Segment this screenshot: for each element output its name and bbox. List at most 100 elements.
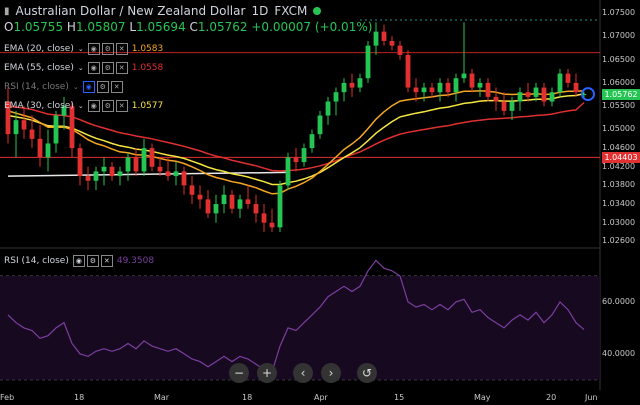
scroll-right-button[interactable]: › bbox=[321, 363, 341, 383]
zoom-in-button[interactable]: + bbox=[257, 363, 277, 383]
candle-body bbox=[373, 31, 379, 46]
candle-body bbox=[69, 106, 75, 149]
candle-body bbox=[493, 96, 499, 102]
price-tick-label: 1.04200 bbox=[602, 161, 636, 171]
settings-icon[interactable]: ⚙ bbox=[101, 100, 114, 112]
candle-body bbox=[5, 101, 11, 135]
symbol-title[interactable]: Australian Dollar / New Zealand Dollar bbox=[15, 4, 246, 18]
candle-body bbox=[557, 73, 563, 93]
candle-body bbox=[325, 101, 331, 116]
price-tick-label: 1.04600 bbox=[602, 143, 636, 153]
settings-icon[interactable]: ⚙ bbox=[96, 81, 109, 93]
candle-body bbox=[21, 120, 27, 130]
settings-icon[interactable]: ⚙ bbox=[86, 255, 99, 267]
close-icon[interactable]: ✕ bbox=[110, 81, 123, 93]
date-tick-label: 18 bbox=[242, 393, 253, 402]
candle-body bbox=[349, 82, 355, 88]
candle-body bbox=[125, 157, 131, 172]
candle-body bbox=[141, 148, 147, 172]
reset-view-button[interactable]: ↺ bbox=[357, 363, 377, 383]
collapse-icon[interactable]: ▮ bbox=[4, 5, 10, 17]
date-tick-label: Mar bbox=[154, 393, 170, 402]
candle-body bbox=[573, 82, 579, 93]
candle-body bbox=[109, 166, 115, 177]
rsi-band bbox=[0, 275, 600, 380]
price-tick-label: 1.03000 bbox=[602, 217, 636, 227]
candle-body bbox=[165, 171, 171, 177]
candle-body bbox=[397, 45, 403, 55]
date-tick-label: 15 bbox=[394, 393, 405, 402]
close-icon[interactable]: ✕ bbox=[115, 43, 128, 55]
price-tick-label: 1.07000 bbox=[602, 31, 636, 41]
eye-icon[interactable]: ◉ bbox=[72, 255, 85, 267]
candle-body bbox=[133, 157, 139, 172]
candle-body bbox=[477, 82, 483, 88]
eye-icon[interactable]: ◉ bbox=[87, 100, 100, 112]
rsi-tick-label: 60.0000 bbox=[602, 296, 636, 306]
price-tick-label: 1.07500 bbox=[602, 7, 636, 17]
candle-body bbox=[149, 148, 155, 167]
candle-body bbox=[29, 129, 35, 139]
rsi-tick-label: 40.0000 bbox=[602, 348, 636, 358]
candle-body bbox=[205, 199, 211, 214]
eye-icon[interactable]: ◉ bbox=[87, 43, 100, 55]
interval[interactable]: 1D bbox=[251, 4, 269, 18]
candle-body bbox=[541, 87, 547, 102]
candle-body bbox=[461, 73, 467, 79]
price-tick-label: 1.06500 bbox=[602, 54, 636, 64]
candle-body bbox=[13, 120, 19, 135]
data-source: FXCM bbox=[274, 4, 308, 18]
status-dot-icon bbox=[313, 7, 322, 15]
chart-header: ▮ Australian Dollar / New Zealand Dollar… bbox=[4, 4, 372, 42]
candle-body bbox=[501, 101, 507, 111]
candle-body bbox=[413, 87, 419, 93]
ohlc-readout: O1.05755 H1.05807 L1.05694 C1.05762 +0.0… bbox=[4, 20, 373, 34]
candle-body bbox=[269, 222, 275, 228]
close-icon[interactable]: ✕ bbox=[115, 100, 128, 112]
candle-body bbox=[533, 87, 539, 97]
candle-body bbox=[61, 106, 67, 116]
candle-body bbox=[213, 204, 219, 214]
zoom-out-button[interactable]: − bbox=[229, 363, 249, 383]
candle-body bbox=[293, 157, 299, 163]
candle-body bbox=[365, 45, 371, 79]
white-trend-line bbox=[7, 171, 289, 177]
rsi-line bbox=[7, 259, 585, 373]
candle-body bbox=[189, 185, 195, 195]
candle-body bbox=[85, 176, 91, 181]
close-icon[interactable]: ✕ bbox=[100, 255, 113, 267]
candle-body bbox=[157, 166, 163, 172]
scroll-left-button[interactable]: ‹ bbox=[293, 363, 313, 383]
date-tick-label: 18 bbox=[74, 393, 85, 402]
candle-body bbox=[173, 171, 179, 177]
date-tick-label: Jun bbox=[585, 393, 598, 402]
eye-icon[interactable]: ◉ bbox=[87, 62, 100, 74]
candle-body bbox=[565, 73, 571, 83]
close-icon[interactable]: ✕ bbox=[115, 62, 128, 74]
rsi-value: 49.3508 bbox=[116, 256, 155, 266]
indicator-rsi-hidden[interactable]: RSI (14, close) ⌄ ◉ ⚙ ✕ bbox=[4, 81, 123, 93]
candle-body bbox=[453, 78, 459, 93]
eye-off-icon[interactable]: ◉ bbox=[82, 81, 95, 93]
settings-icon[interactable]: ⚙ bbox=[101, 43, 114, 55]
date-tick-label: Apr bbox=[314, 393, 328, 402]
rsi-pane-legend[interactable]: RSI (14, close) ◉ ⚙ ✕ 49.3508 bbox=[4, 255, 155, 267]
indicator-ema30[interactable]: EMA (30, close) ⌄ ◉ ⚙ ✕ 1.0577 bbox=[4, 100, 164, 112]
candle-body bbox=[333, 92, 339, 102]
candle-body bbox=[285, 157, 291, 186]
chart-nav-controls: − + ‹ › ↺ bbox=[229, 363, 377, 383]
candle-body bbox=[237, 199, 243, 209]
candle-body bbox=[253, 204, 259, 214]
candle-body bbox=[389, 40, 395, 46]
candle-body bbox=[421, 87, 427, 93]
candle-body bbox=[517, 92, 523, 102]
candle-body bbox=[221, 194, 227, 205]
candle-body bbox=[429, 87, 435, 93]
settings-icon[interactable]: ⚙ bbox=[101, 62, 114, 74]
indicator-ema20[interactable]: EMA (20, close) ⌄ ◉ ⚙ ✕ 1.0583 bbox=[4, 43, 164, 55]
candle-body bbox=[485, 82, 491, 97]
indicator-ema55[interactable]: EMA (55, close) ⌄ ◉ ⚙ ✕ 1.0558 bbox=[4, 62, 164, 74]
price-tick-label: 1.05500 bbox=[602, 101, 636, 111]
candle-body bbox=[381, 31, 387, 41]
date-tick-label: Feb bbox=[0, 393, 15, 402]
